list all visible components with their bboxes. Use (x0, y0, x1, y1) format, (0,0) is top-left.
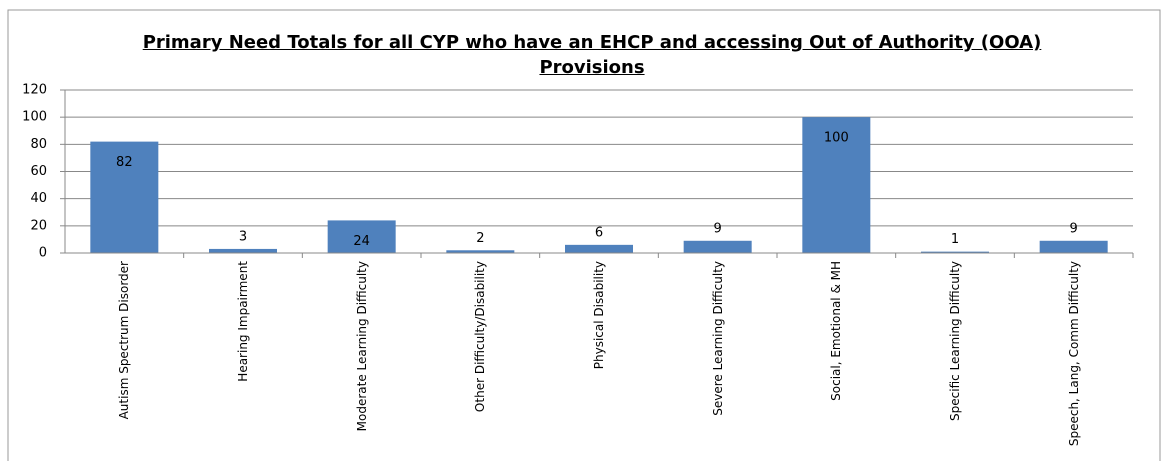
data-label: 24 (353, 234, 370, 249)
y-tick-label: 20 (30, 218, 47, 233)
y-tick-label: 60 (30, 164, 47, 179)
data-label: 1 (951, 232, 959, 247)
data-label: 3 (239, 229, 247, 244)
bar (327, 220, 396, 253)
bar (921, 251, 989, 253)
bar (446, 250, 515, 253)
y-tick-label: 0 (39, 246, 47, 261)
y-tick-label: 100 (22, 110, 47, 125)
x-tick-label: Autism Spectrum Disorder (117, 261, 132, 420)
x-tick-label: Social, Emotional & MH (829, 261, 844, 401)
data-label: 82 (116, 155, 133, 170)
bar (565, 244, 633, 253)
data-label: 100 (824, 131, 849, 146)
x-tick-label: Hearing Impairment (236, 261, 250, 382)
chart-border (7, 9, 1161, 461)
data-label: 6 (595, 225, 603, 240)
x-tick-label: Physical Disability (592, 261, 606, 370)
bar (209, 248, 277, 253)
x-tick-label: Moderate Learning Difficulty (354, 261, 369, 432)
y-tick-label: 80 (30, 137, 47, 152)
bar (90, 141, 159, 253)
bar (802, 117, 871, 254)
x-tick-label: Speech, Lang, Comm Difficulty (1066, 261, 1081, 447)
x-tick-label: Other Difficulty/Disability (473, 261, 488, 413)
data-label: 9 (1070, 221, 1078, 236)
bar (1039, 240, 1108, 253)
y-tick-label: 40 (30, 191, 47, 206)
bar (683, 240, 752, 253)
x-tick-label: Severe Learning Difficulty (710, 261, 725, 416)
chart-title: Primary Need Totals for all CYP who have… (142, 32, 1042, 78)
data-label: 2 (476, 231, 484, 246)
data-label: 9 (714, 221, 722, 236)
y-tick-label: 120 (22, 83, 47, 98)
x-tick-label: Specific Learning Difficulty (948, 261, 962, 421)
